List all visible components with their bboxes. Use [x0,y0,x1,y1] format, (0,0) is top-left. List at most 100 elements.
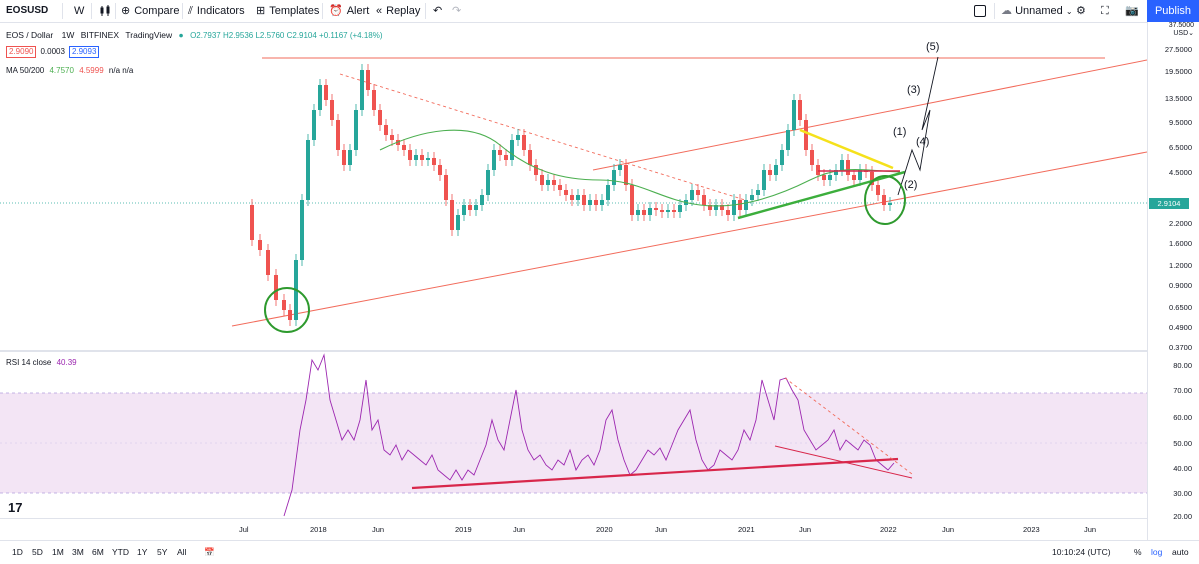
rsi-dashed-trend [784,377,913,475]
wave-label-3: (3) [907,84,920,96]
candle-body [390,135,394,140]
grid-icon: ⊞ [256,5,266,17]
price-axis-label: 0.6500 [1169,303,1192,312]
range-button-5d[interactable]: 5D [32,547,43,557]
candle-body [768,170,772,175]
wave-label-4: (4) [916,136,929,148]
candle-body [702,195,706,205]
candle-body [756,190,760,195]
snapshot-button[interactable]: 📷 [1125,0,1139,22]
interval-button[interactable]: W [74,5,85,17]
publish-button[interactable]: Publish [1147,0,1199,22]
candle-body [522,135,526,150]
ma-line [379,129,901,207]
range-button-1y[interactable]: 1Y [137,547,148,557]
candle-body [438,165,442,175]
alert-label: Alert [346,5,370,17]
candle-body [360,70,364,110]
percent-toggle[interactable]: % [1134,547,1142,557]
time-axis[interactable]: Jul 2018 Jun 2019 Jun 2020 Jun 2021 Jun 2022 Jun 20… [0,518,1147,541]
dashed-downtrend [339,73,746,201]
candle-body [798,100,802,120]
range-button-5y[interactable]: 5Y [157,547,168,557]
candle-body [648,208,652,215]
range-button-all[interactable]: All [177,547,187,557]
candle-body [540,175,544,185]
candle-body [342,150,346,165]
bottom-toolbar: 1D 5D 1M 3M 6M YTD 1Y 5Y All 📅 10:10:24 (UTC) % … [0,540,1199,564]
log-toggle[interactable]: log [1151,547,1163,557]
candle-body [780,150,784,165]
time-axis-label: Jun [372,525,385,534]
ask-price[interactable]: 2.9093 [68,46,100,58]
indicators-icon: ⫽ [188,5,193,17]
range-button-1m[interactable]: 1M [52,547,64,557]
candle-body [336,120,340,150]
layout-name-button[interactable]: ☁ Unnamed ⌄ [1001,0,1073,22]
price-axis-label: 0.3700 [1169,343,1192,352]
indicators-button[interactable]: ⫽ Indicators [188,0,245,22]
layout-toggle[interactable] [974,0,986,22]
compare-button[interactable]: ⊕ Compare [121,0,179,22]
fullscreen-icon: ⛶ [1101,5,1109,17]
symbol-search[interactable]: EOSUSD [6,5,49,16]
candle-body [738,200,742,210]
settings-button[interactable]: ⚙ [1076,0,1086,22]
candle-body [408,150,412,160]
candle-body [300,200,304,260]
candle-body [288,310,292,320]
range-button-1d[interactable]: 1D [12,547,23,557]
candle-body [870,172,874,185]
undo-button[interactable]: ↶ [433,0,442,22]
price-axis[interactable]: 37.5000 USD⌄ 27.5000 19.5000 13.5000 9.5000… [1147,22,1199,540]
replay-button[interactable]: «Replay [376,0,420,22]
candle-body [462,205,466,215]
time-axis-label: 2022 [880,525,897,534]
time-axis-label: 2023 [1023,525,1040,534]
price-axis-label: 1.6000 [1169,239,1192,248]
range-button-3m[interactable]: 3M [72,547,84,557]
candle-body [480,195,484,205]
rsi-axis-label: 30.00 [1173,489,1192,498]
wave-projection-path [897,56,939,196]
candle-body [354,110,358,150]
camera-icon: 📷 [1125,5,1139,17]
green-circle-bottom [264,287,310,333]
fullscreen-button[interactable]: ⛶ [1101,0,1109,22]
candle-body [672,210,676,212]
bid-price[interactable]: 2.9090 [6,46,37,58]
chart-type-button[interactable] [98,0,112,22]
candle-body [486,170,490,195]
symbol-legend: EOS / Dollar 1W BITFINEX TradingView ● O… [6,30,383,40]
candle-body [876,185,880,195]
candle-body [852,175,856,180]
candle-body [618,165,622,170]
candle-body [624,165,628,185]
range-button-6m[interactable]: 6M [92,547,104,557]
candle-body [882,195,886,205]
currency-selector[interactable]: USD⌄ [1173,30,1194,37]
redo-button[interactable]: ↷ [452,0,461,22]
rsi-axis-label: 80.00 [1173,361,1192,370]
candlestick-series [250,64,892,326]
candle-body [612,170,616,185]
utc-clock[interactable]: 10:10:24 (UTC) [1052,547,1111,557]
candle-body [444,175,448,200]
candle-body [576,195,580,200]
candle-body [582,195,586,205]
templates-button[interactable]: ⊞ Templates [256,0,319,22]
legend-interval: 1W [61,30,75,40]
rsi-axis-label: 20.00 [1173,512,1192,521]
date-range-button[interactable]: 📅 [204,541,215,564]
ma-label: MA 50/200 [6,66,45,75]
price-chart[interactable]: (5) (3) (1) (4) (2) [0,22,1147,540]
alert-button[interactable]: ⏰ Alert [329,0,369,22]
candle-body [726,210,730,215]
candle-body [468,205,472,210]
range-button-ytd[interactable]: YTD [112,547,129,557]
auto-toggle[interactable]: auto [1172,547,1189,557]
replay-label: Replay [386,5,421,17]
price-axis-label: 4.5000 [1169,168,1192,177]
candle-body [402,145,406,150]
candle-body [720,205,724,210]
